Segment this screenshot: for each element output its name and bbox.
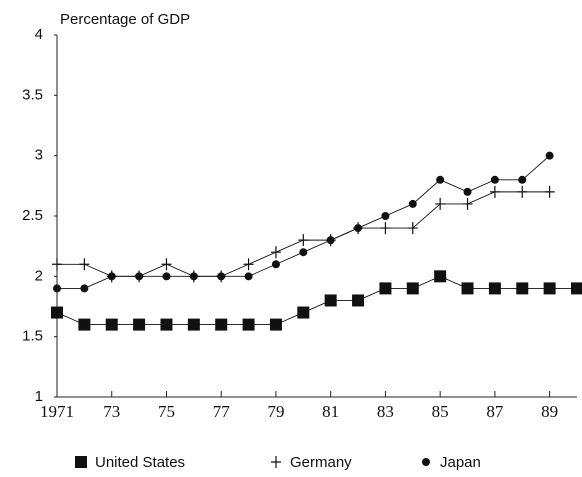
legend-marker [271,456,281,468]
point [105,318,118,331]
series-line [57,191,550,277]
point [269,318,282,331]
point [160,318,173,331]
point [243,258,254,271]
point [187,318,200,331]
y-tick-label: 2.5 [22,207,43,224]
point [408,199,417,208]
point [407,222,418,235]
series-line [57,155,550,289]
point [490,175,499,184]
point [133,318,146,331]
point [517,185,528,198]
y-tick-label: 1 [35,388,43,405]
y-tick-label: 3.5 [22,86,43,103]
point [435,197,446,210]
point [107,272,116,281]
point [51,306,63,319]
point [518,175,527,184]
x-tick-label: 77 [213,402,231,421]
point [52,258,62,271]
point [516,282,529,295]
point [352,294,365,307]
point [78,318,91,331]
point [488,282,501,295]
point [189,272,198,281]
x-tick-label: 75 [158,402,175,421]
x-tick-label: 87 [486,402,504,421]
point [463,187,472,196]
x-tick-label: 83 [377,402,394,421]
point [299,248,308,257]
point [270,246,281,259]
point [436,175,445,184]
point [406,282,419,295]
x-tick-label: 85 [432,402,449,421]
point [297,306,310,319]
point [434,270,447,283]
x-tick-label: 89 [541,402,558,421]
point [79,258,90,271]
point [354,224,363,233]
point [544,185,555,198]
y-tick-label: 1.5 [22,328,43,345]
point [571,282,582,295]
point [242,318,255,331]
point [271,260,280,269]
point [380,222,391,235]
x-tick-label: 81 [322,402,339,421]
point [462,197,473,210]
legend-label: Germany [290,454,352,471]
point [244,272,253,281]
x-tick-label: 79 [267,402,284,421]
point [53,284,61,293]
point [217,272,226,281]
point [379,282,392,295]
point [215,318,228,331]
point [543,282,556,295]
point [489,185,500,198]
point [545,151,554,160]
point [135,272,144,281]
point [298,234,309,247]
legend-label: Japan [440,454,481,471]
x-tick-label: 73 [103,402,120,421]
point [162,272,171,281]
point [461,282,474,295]
y-tick-label: 3 [35,147,43,164]
y-tick-label: 2 [35,267,43,284]
chart-title: Percentage of GDP [60,11,190,28]
point [326,236,335,245]
x-tick-label: 1971 [40,402,74,421]
point [324,294,337,307]
legend-marker [75,456,87,468]
y-tick-label: 4 [35,26,43,43]
point [80,284,89,293]
point [161,258,172,271]
legend-label: United States [95,454,185,471]
legend-marker [422,458,430,466]
point [381,212,390,220]
